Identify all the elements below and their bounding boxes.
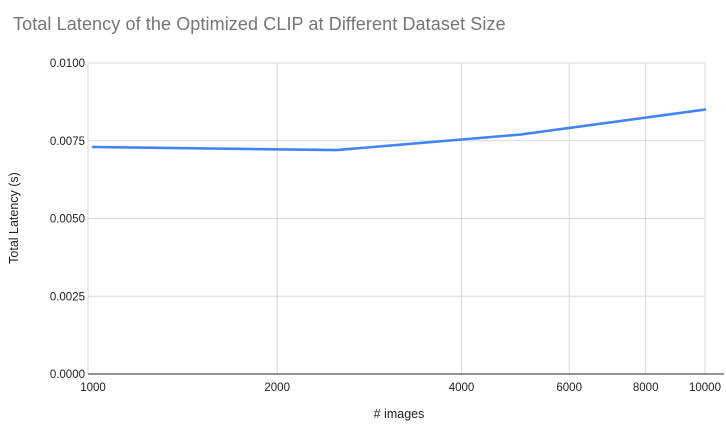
x-tick-label: 2000	[264, 382, 290, 394]
gridlines	[87, 62, 706, 374]
chart-title: Total Latency of the Optimized CLIP at D…	[13, 14, 506, 34]
x-tick-label: 4000	[449, 382, 475, 394]
x-axis-tick-labels: 1000 2000 4000 6000 8000 10000	[80, 382, 721, 394]
y-tick-label: 0.0075	[50, 136, 85, 148]
x-tick-label: 8000	[633, 382, 659, 394]
y-axis-tick-labels: 0.0000 0.0025 0.0050 0.0075 0.0100	[50, 58, 85, 381]
y-tick-label: 0.0100	[50, 58, 85, 70]
x-tick-label: 10000	[689, 382, 721, 394]
y-axis-title: Total Latency (s)	[7, 172, 21, 264]
x-tick-label: 6000	[556, 382, 582, 394]
series-group	[91, 108, 707, 152]
x-axis-title: # images	[374, 407, 425, 421]
y-tick-label: 0.0000	[50, 369, 85, 381]
series-line-total-latency	[91, 108, 707, 152]
y-tick-label: 0.0050	[50, 214, 85, 226]
y-tick-label: 0.0025	[50, 291, 85, 303]
x-tick-label: 1000	[80, 382, 106, 394]
